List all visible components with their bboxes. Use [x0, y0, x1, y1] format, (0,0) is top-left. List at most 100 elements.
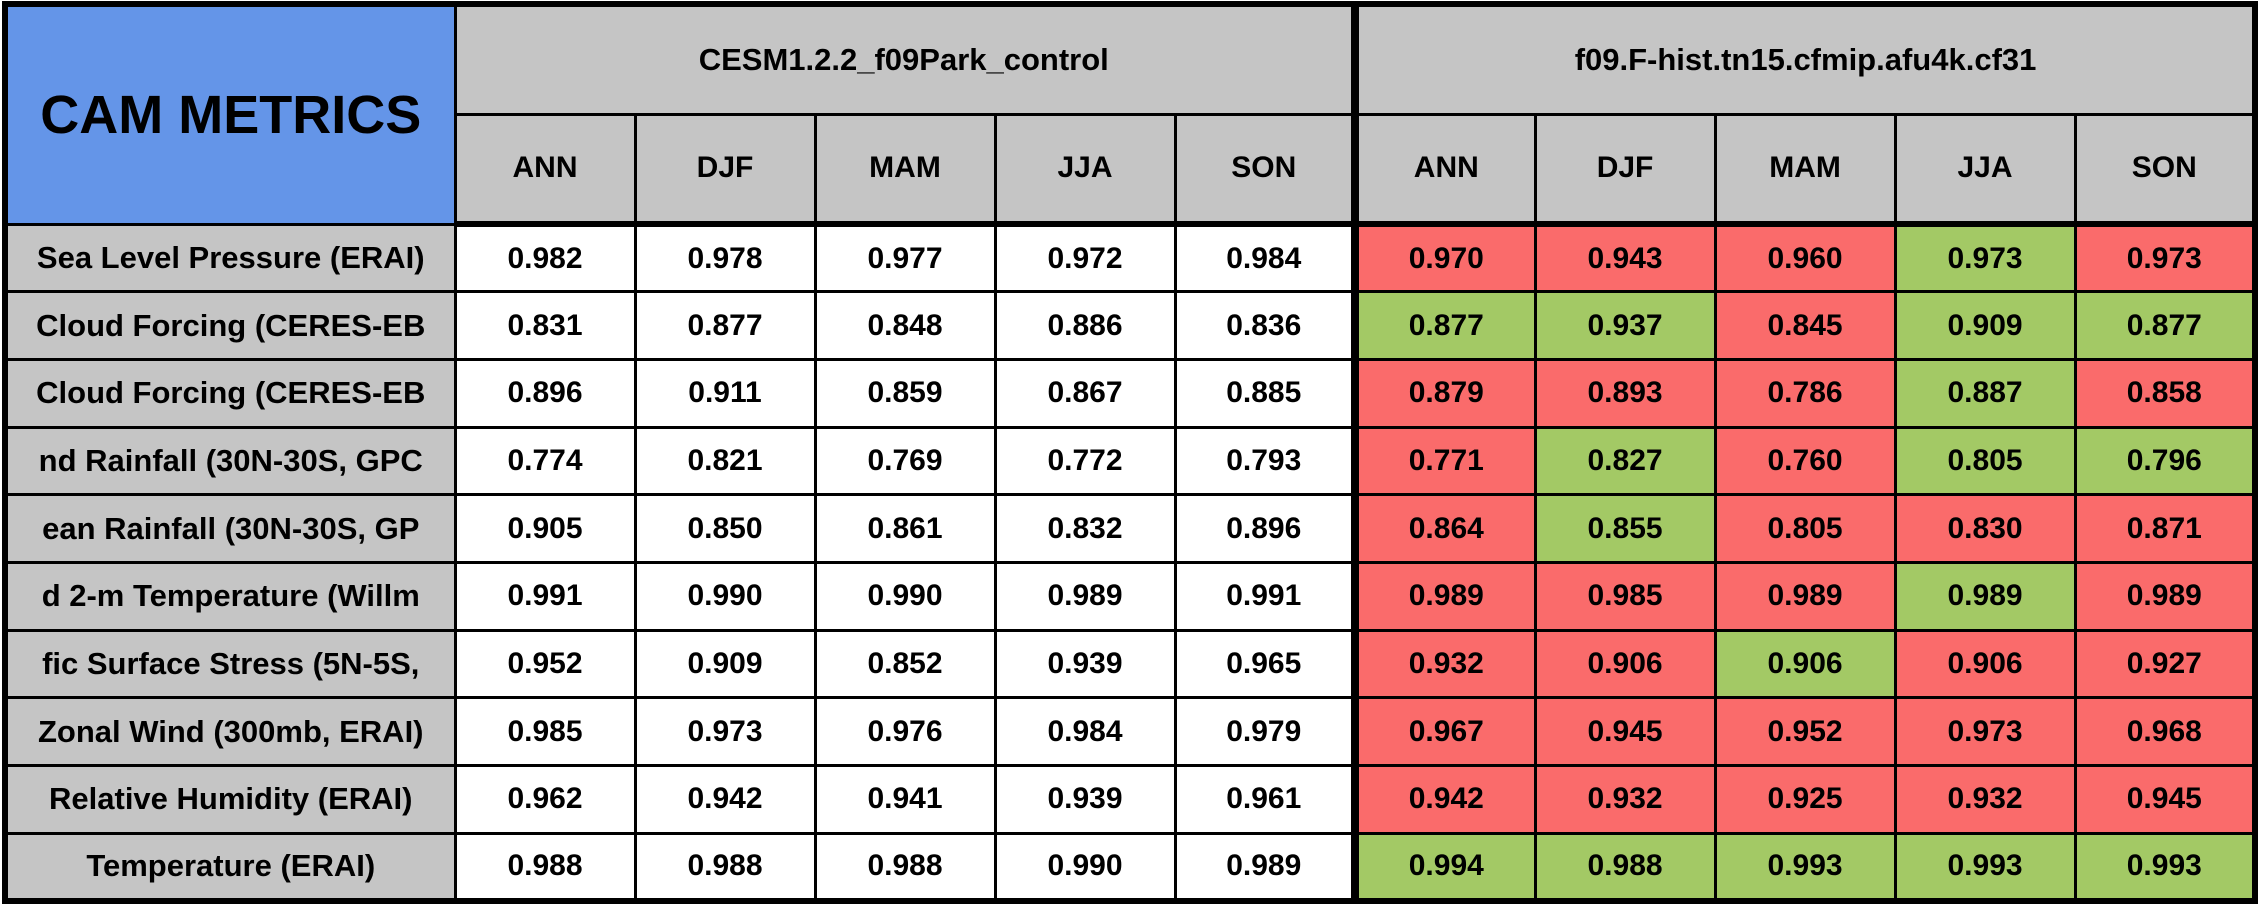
metric-row: ean Rainfall (30N-30S, GP 0.905 0.850 0.861… [3, 493, 2257, 564]
control-value-cell: 0.988 [813, 831, 997, 903]
control-value-cell: 0.852 [813, 628, 997, 700]
column-group-experiment: f09.F-hist.tn15.cfmip.afu4k.cf31 [1351, 2, 2257, 116]
experiment-value-cell: 0.952 [1713, 696, 1897, 767]
control-value-cell: 0.991 [1173, 560, 1357, 632]
experiment-value-cell: 0.909 [1893, 290, 2077, 361]
metric-row: d 2-m Temperature (Willm 0.991 0.990 0.990 0… [3, 560, 2257, 632]
control-value-cell: 0.848 [813, 290, 997, 361]
experiment-value-cell: 0.937 [1533, 290, 1717, 361]
control-value-cell: 0.939 [993, 628, 1177, 700]
control-value-cell: 0.909 [633, 628, 817, 700]
control-value-cell: 0.988 [633, 831, 817, 903]
control-value-cell: 0.885 [1173, 357, 1357, 429]
experiment-value-cell: 0.989 [1351, 560, 1537, 632]
control-value-cell: 0.911 [633, 357, 817, 429]
metric-row: Sea Level Pressure (ERAI) 0.982 0.978 0.977… [3, 222, 2257, 294]
experiment-value-cell: 0.864 [1351, 493, 1537, 564]
season-header-mam: MAM [1713, 112, 1897, 227]
experiment-value-cell: 0.879 [1351, 357, 1537, 429]
control-value-cell: 0.961 [1173, 764, 1357, 835]
control-value-cell: 0.942 [633, 764, 817, 835]
metrics-table-body: Sea Level Pressure (ERAI) 0.982 0.978 0.977… [3, 222, 2257, 903]
experiment-value-cell: 0.960 [1713, 222, 1897, 294]
season-header-jja: JJA [993, 112, 1177, 227]
metric-row: Cloud Forcing (CERES-EB 0.896 0.911 0.859 0.… [3, 357, 2257, 429]
season-header-row: ANN DJF MAM JJA SON ANN DJF MAM JJA SON [5, 112, 2257, 227]
experiment-value-cell: 0.993 [1893, 831, 2077, 903]
control-value-cell: 0.850 [633, 493, 817, 564]
row-label: Zonal Wind (300mb, ERAI) [3, 696, 457, 767]
experiment-value-cell: 0.760 [1713, 425, 1897, 497]
experiment-value-cell: 0.906 [1893, 628, 2077, 700]
experiment-value-cell: 0.973 [1893, 222, 2077, 294]
experiment-value-cell: 0.877 [2073, 290, 2257, 361]
control-value-cell: 0.989 [993, 560, 1177, 632]
control-value-cell: 0.772 [993, 425, 1177, 497]
experiment-value-cell: 0.967 [1351, 696, 1537, 767]
season-header-jja: JJA [1893, 112, 2077, 227]
experiment-value-cell: 0.858 [2073, 357, 2257, 429]
control-value-cell: 0.962 [453, 764, 637, 835]
experiment-value-cell: 0.945 [2073, 764, 2257, 835]
row-label: d 2-m Temperature (Willm [3, 560, 457, 632]
control-value-cell: 0.832 [993, 493, 1177, 564]
season-header-ann: ANN [453, 112, 637, 227]
experiment-value-cell: 0.796 [2073, 425, 2257, 497]
experiment-value-cell: 0.771 [1351, 425, 1537, 497]
control-value-cell: 0.991 [453, 560, 637, 632]
control-value-cell: 0.793 [1173, 425, 1357, 497]
control-value-cell: 0.821 [633, 425, 817, 497]
control-value-cell: 0.896 [453, 357, 637, 429]
control-value-cell: 0.905 [453, 493, 637, 564]
experiment-value-cell: 0.827 [1533, 425, 1717, 497]
experiment-value-cell: 0.993 [1713, 831, 1897, 903]
experiment-value-cell: 0.970 [1351, 222, 1537, 294]
control-value-cell: 0.867 [993, 357, 1177, 429]
experiment-value-cell: 0.945 [1533, 696, 1717, 767]
experiment-value-cell: 0.906 [1533, 628, 1717, 700]
control-value-cell: 0.985 [453, 696, 637, 767]
control-value-cell: 0.831 [453, 290, 637, 361]
control-value-cell: 0.769 [813, 425, 997, 497]
experiment-value-cell: 0.906 [1713, 628, 1897, 700]
row-label: Relative Humidity (ERAI) [3, 764, 457, 835]
experiment-value-cell: 0.871 [2073, 493, 2257, 564]
experiment-value-cell: 0.973 [2073, 222, 2257, 294]
experiment-value-cell: 0.845 [1713, 290, 1897, 361]
row-label: Cloud Forcing (CERES-EB [3, 357, 457, 429]
control-value-cell: 0.989 [1173, 831, 1357, 903]
experiment-value-cell: 0.943 [1533, 222, 1717, 294]
control-value-cell: 0.836 [1173, 290, 1357, 361]
experiment-value-cell: 0.988 [1533, 831, 1717, 903]
control-value-cell: 0.984 [1173, 222, 1357, 294]
season-header-ann: ANN [1351, 112, 1537, 227]
experiment-value-cell: 0.830 [1893, 493, 2077, 564]
control-value-cell: 0.877 [633, 290, 817, 361]
control-value-cell: 0.978 [633, 222, 817, 294]
metric-row: Temperature (ERAI) 0.988 0.988 0.988 0.990 0.… [3, 831, 2257, 903]
experiment-value-cell: 0.942 [1351, 764, 1537, 835]
control-value-cell: 0.939 [993, 764, 1177, 835]
control-value-cell: 0.976 [813, 696, 997, 767]
control-value-cell: 0.972 [993, 222, 1177, 294]
control-value-cell: 0.990 [993, 831, 1177, 903]
metric-row: nd Rainfall (30N-30S, GPC 0.774 0.821 0.769… [3, 425, 2257, 497]
control-value-cell: 0.979 [1173, 696, 1357, 767]
control-value-cell: 0.965 [1173, 628, 1357, 700]
row-label: Temperature (ERAI) [3, 831, 457, 903]
experiment-value-cell: 0.989 [1713, 560, 1897, 632]
season-header-djf: DJF [1533, 112, 1717, 227]
experiment-value-cell: 0.932 [1533, 764, 1717, 835]
control-value-cell: 0.982 [453, 222, 637, 294]
control-value-cell: 0.859 [813, 357, 997, 429]
experiment-value-cell: 0.993 [2073, 831, 2257, 903]
control-value-cell: 0.952 [453, 628, 637, 700]
control-value-cell: 0.984 [993, 696, 1177, 767]
season-header-son: SON [2073, 112, 2257, 227]
table-title: CAM METRICS [3, 2, 457, 226]
control-value-cell: 0.990 [633, 560, 817, 632]
experiment-value-cell: 0.786 [1713, 357, 1897, 429]
experiment-value-cell: 0.893 [1533, 357, 1717, 429]
experiment-value-cell: 0.805 [1713, 493, 1897, 564]
